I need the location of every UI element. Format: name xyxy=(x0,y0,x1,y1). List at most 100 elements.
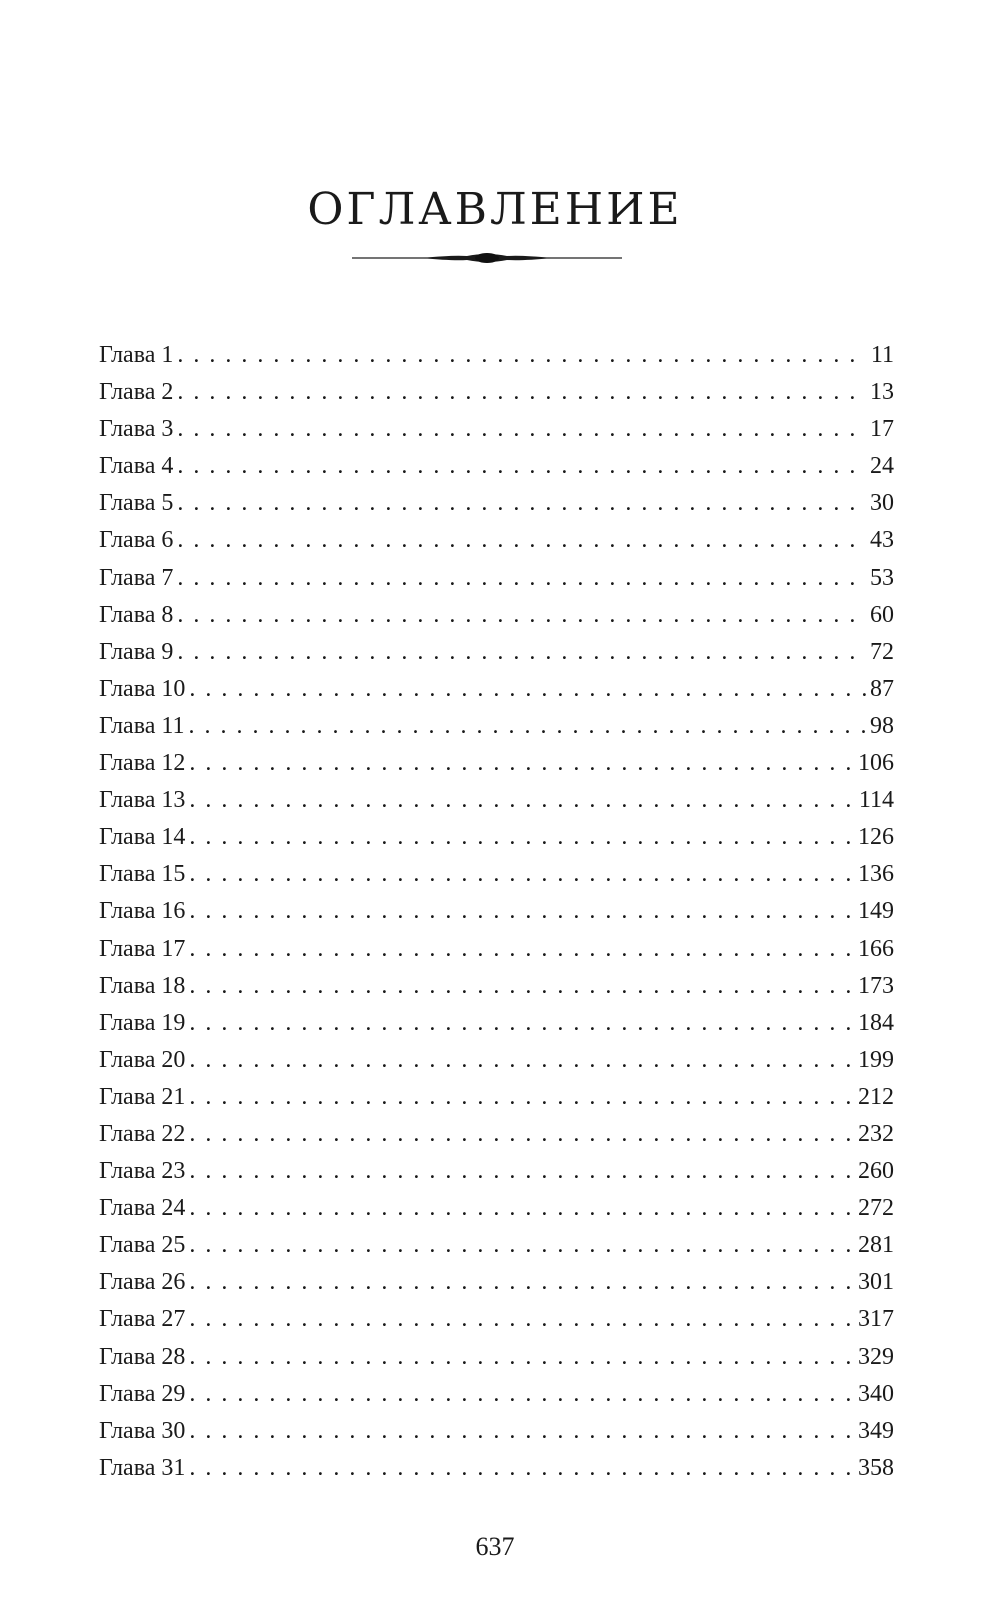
chapter-title: Глава 29 xyxy=(99,1380,186,1407)
chapter-page: 166 xyxy=(858,935,894,962)
chapter-title: Глава 27 xyxy=(99,1306,186,1333)
dot-leader xyxy=(189,787,855,814)
toc-entry: Глава 10 87 xyxy=(99,676,894,713)
dot-leader xyxy=(177,602,866,629)
chapter-title: Глава 10 xyxy=(99,675,186,702)
dot-leader xyxy=(189,1455,854,1482)
chapter-page: 260 xyxy=(858,1158,894,1185)
chapter-page: 272 xyxy=(858,1195,894,1222)
dot-leader xyxy=(177,639,866,666)
chapter-title: Глава 23 xyxy=(99,1158,186,1185)
dot-leader xyxy=(189,1381,854,1408)
chapter-title: Глава 11 xyxy=(99,712,185,739)
dot-leader xyxy=(189,750,854,777)
chapter-title: Глава 19 xyxy=(99,1009,186,1036)
chapter-title: Глава 17 xyxy=(99,935,186,962)
chapter-title: Глава 26 xyxy=(99,1269,186,1296)
toc-entry: Глава 7 53 xyxy=(99,565,894,602)
toc-entry: Глава 11 98 xyxy=(99,713,894,750)
chapter-title: Глава 31 xyxy=(99,1454,186,1481)
dot-leader xyxy=(177,490,866,517)
dot-leader xyxy=(189,1047,854,1074)
toc-entry: Глава 31 358 xyxy=(99,1455,894,1492)
chapter-title: Глава 14 xyxy=(99,824,186,851)
toc-entry: Глава 6 43 xyxy=(99,527,894,564)
chapter-title: Глава 22 xyxy=(99,1120,186,1147)
toc-entry: Глава 26 301 xyxy=(99,1269,894,1306)
dot-leader xyxy=(189,824,854,851)
chapter-title: Глава 15 xyxy=(99,861,186,888)
chapter-title: Глава 13 xyxy=(99,787,186,814)
chapter-title: Глава 16 xyxy=(99,898,186,925)
toc-entry: Глава 29 340 xyxy=(99,1381,894,1418)
chapter-title: Глава 30 xyxy=(99,1417,186,1444)
chapter-title: Глава 7 xyxy=(99,564,174,591)
chapter-page: 87 xyxy=(870,675,894,702)
toc-entry: Глава 19 184 xyxy=(99,1010,894,1047)
chapter-page: 53 xyxy=(870,564,894,591)
chapter-page: 106 xyxy=(858,750,894,777)
chapter-page: 30 xyxy=(870,490,894,517)
page-number: 637 xyxy=(475,1532,515,1561)
chapter-page: 43 xyxy=(870,527,894,554)
chapter-title: Глава 2 xyxy=(99,379,174,406)
toc-entry: Глава 23 260 xyxy=(99,1158,894,1195)
chapter-page: 212 xyxy=(858,1083,894,1110)
toc-entry: Глава 16 149 xyxy=(99,898,894,935)
chapter-page: 60 xyxy=(870,601,894,628)
chapter-page: 349 xyxy=(858,1417,894,1444)
toc-entry: Глава 27 317 xyxy=(99,1306,894,1343)
chapter-title: Глава 3 xyxy=(99,416,174,443)
toc-entry: Глава 21 212 xyxy=(99,1084,894,1121)
chapter-title: Глава 6 xyxy=(99,527,174,554)
chapter-title: Глава 20 xyxy=(99,1046,186,1073)
toc-entry: Глава 28 329 xyxy=(99,1344,894,1381)
chapter-page: 98 xyxy=(870,712,894,739)
dot-leader xyxy=(189,676,866,703)
dot-leader xyxy=(177,565,866,592)
toc-entry: Глава 25 281 xyxy=(99,1232,894,1269)
page-title: ОГЛАВЛЕНИЕ xyxy=(307,184,683,236)
dot-leader xyxy=(189,1121,854,1148)
dot-leader xyxy=(189,1269,854,1296)
chapter-page: 184 xyxy=(858,1009,894,1036)
dot-leader xyxy=(177,453,866,480)
chapter-title: Глава 1 xyxy=(99,342,174,368)
chapter-page: 11 xyxy=(870,342,894,368)
chapter-title: Глава 5 xyxy=(99,490,174,517)
chapter-page: 232 xyxy=(858,1120,894,1147)
dot-leader xyxy=(177,342,867,369)
dot-leader xyxy=(189,1195,854,1222)
toc-entry: Глава 9 72 xyxy=(99,639,894,676)
toc-entry: Глава 22 232 xyxy=(99,1121,894,1158)
toc-entry: Глава 2 13 xyxy=(99,379,894,416)
toc-entry: Глава 15 136 xyxy=(99,861,894,898)
chapter-page: 126 xyxy=(858,824,894,851)
dot-leader xyxy=(189,1084,854,1111)
toc-entry: Глава 8 60 xyxy=(99,602,894,639)
dot-leader xyxy=(189,1232,854,1259)
ornament-divider-icon xyxy=(352,253,622,263)
chapter-page: 17 xyxy=(870,416,894,443)
toc-entry: Глава 3 17 xyxy=(99,416,894,453)
toc-entry: Глава 13 114 xyxy=(99,787,894,824)
chapter-page: 114 xyxy=(858,787,894,814)
dot-leader xyxy=(177,379,866,406)
chapter-page: 24 xyxy=(870,453,894,480)
dot-leader xyxy=(189,1010,854,1037)
toc-entry: Глава 4 24 xyxy=(99,453,894,490)
dot-leader xyxy=(189,898,854,925)
chapter-page: 149 xyxy=(858,898,894,925)
chapter-title: Глава 4 xyxy=(99,453,174,480)
toc-entry: Глава 1 11 xyxy=(99,342,894,379)
chapter-page: 358 xyxy=(858,1454,894,1481)
toc-entry: Глава 5 30 xyxy=(99,490,894,527)
dot-leader xyxy=(177,416,866,443)
chapter-page: 317 xyxy=(858,1306,894,1333)
chapter-page: 281 xyxy=(858,1232,894,1259)
dot-leader xyxy=(189,1306,854,1333)
chapter-title: Глава 21 xyxy=(99,1083,186,1110)
chapter-page: 13 xyxy=(870,379,894,406)
chapter-title: Глава 9 xyxy=(99,638,174,665)
